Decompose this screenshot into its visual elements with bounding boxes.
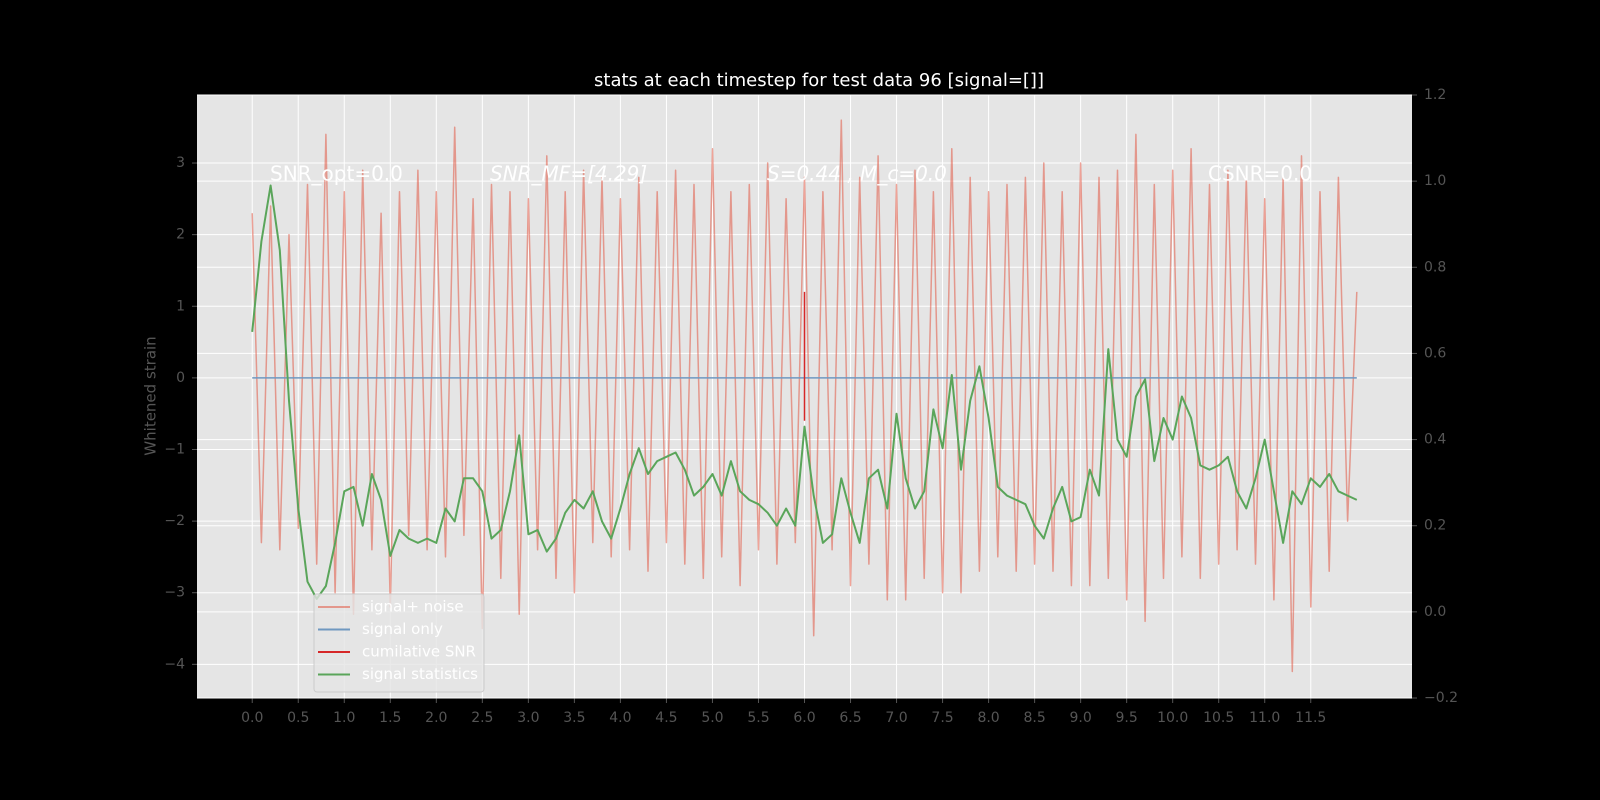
series-line (251, 119, 1358, 673)
x-tick-label: 4.5 (655, 710, 677, 726)
annotation: CSNR=0.0 (1208, 162, 1312, 186)
x-tick-label: 6.5 (839, 710, 861, 726)
y-tick-label: 1 (176, 298, 185, 314)
y-tick-label: −1 (164, 441, 185, 457)
legend-label: signal only (362, 620, 443, 638)
x-tick-label: 2.0 (425, 710, 447, 726)
y2-tick-label: −0.2 (1424, 690, 1458, 706)
x-tick-label: 8.5 (1023, 710, 1045, 726)
x-tick-label: 5.5 (747, 710, 769, 726)
y2-tick-label: 0.8 (1424, 259, 1446, 275)
y2-tick-label: 0.4 (1424, 432, 1446, 448)
y-tick-label: 3 (176, 155, 185, 171)
annotation: S=0.44 , M_c=0.0 (767, 162, 947, 186)
x-tick-label: 7.0 (885, 710, 907, 726)
legend-label: cumilative SNR (362, 643, 476, 661)
annotation: SNR_opt=0.0 (270, 162, 403, 186)
chart-title: stats at each timestep for test data 96 … (594, 70, 1044, 91)
x-tick-label: 0.5 (287, 710, 309, 726)
x-tick-label: 5.0 (701, 710, 723, 726)
x-tick-label: 9.5 (1116, 710, 1138, 726)
y-tick-label: −4 (164, 656, 185, 672)
x-tick-label: 1.5 (379, 710, 401, 726)
y-tick-label: 2 (176, 227, 185, 243)
y-tick-label: −3 (164, 585, 185, 601)
x-tick-label: 3.5 (563, 710, 585, 726)
x-tick-label: 2.5 (471, 710, 493, 726)
x-tick-label: 0.0 (241, 710, 263, 726)
series-line (251, 184, 1358, 600)
legend-box (313, 593, 485, 693)
legend-label: signal+ noise (362, 598, 464, 616)
y2-tick-label: 0.6 (1424, 345, 1446, 361)
x-tick-label: 11.0 (1249, 710, 1280, 726)
x-tick-label: 3.0 (517, 710, 539, 726)
x-tick-label: 11.5 (1295, 710, 1326, 726)
y2-tick-label: 1.2 (1424, 87, 1446, 103)
x-tick-label: 10.5 (1203, 710, 1234, 726)
x-tick-label: 10.0 (1157, 710, 1188, 726)
x-tick-label: 9.0 (1070, 710, 1092, 726)
x-tick-label: 7.5 (931, 710, 953, 726)
x-tick-label: 4.0 (609, 710, 631, 726)
y2-tick-label: 0.0 (1424, 604, 1446, 620)
x-tick-label: 6.0 (793, 710, 815, 726)
x-tick-label: 8.0 (977, 710, 999, 726)
y-tick-label: 0 (176, 370, 185, 386)
legend-label: signal statistics (362, 665, 478, 683)
y2-tick-label: 0.2 (1424, 518, 1446, 534)
y-axis-label: Whitened strain (142, 336, 160, 455)
annotation: SNR_MF=[4.29] (490, 162, 647, 186)
y-tick-label: −2 (164, 513, 185, 529)
y2-tick-label: 1.0 (1424, 173, 1446, 189)
x-tick-label: 1.0 (333, 710, 355, 726)
